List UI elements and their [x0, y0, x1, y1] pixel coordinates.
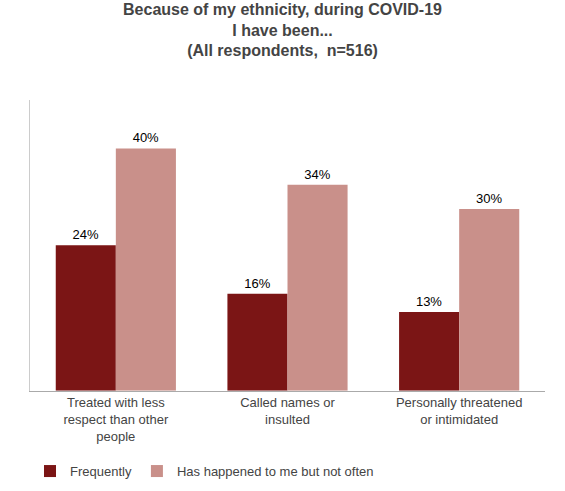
- svg-text:16%: 16%: [244, 276, 270, 291]
- svg-text:Because of my ethnicity, durin: Because of my ethnicity, during COVID-19…: [123, 1, 442, 60]
- svg-text:30%: 30%: [476, 191, 502, 206]
- svg-text:Has happened to me but not oft: Has happened to me but not often: [177, 464, 374, 479]
- svg-text:Frequently: Frequently: [70, 464, 132, 479]
- svg-text:Personally threatenedor intimi: Personally threatenedor intimidated: [396, 395, 522, 427]
- svg-text:24%: 24%: [73, 227, 99, 242]
- svg-text:Called names orinsulted: Called names orinsulted: [240, 395, 335, 427]
- svg-text:13%: 13%: [416, 294, 442, 309]
- svg-text:Treated with lessrespect than: Treated with lessrespect than otherpeopl…: [63, 395, 168, 444]
- svg-text:34%: 34%: [304, 167, 330, 182]
- svg-text:40%: 40%: [133, 130, 159, 145]
